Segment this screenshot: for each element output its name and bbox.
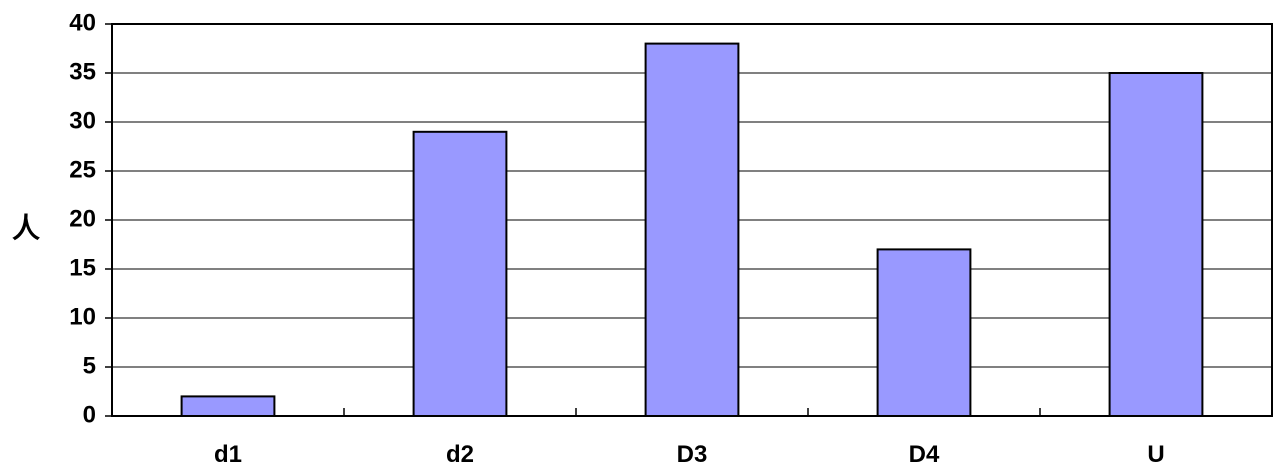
y-tick-label: 15 [69, 254, 96, 281]
y-tick-label: 10 [69, 303, 96, 330]
y-tick-labels: 0 5 10 15 20 25 30 35 40 [69, 9, 96, 428]
y-axis-title: 人 [12, 212, 40, 243]
x-category-labels: d1 d2 D3 D4 U [214, 441, 1165, 468]
bar-d1 [180, 395, 276, 417]
x-category-label: d2 [446, 441, 474, 468]
x-category-label: D3 [677, 441, 708, 468]
x-category-label: U [1147, 441, 1164, 468]
y-tick-label: 5 [83, 352, 96, 379]
bar-d2 [412, 130, 508, 418]
bars [180, 42, 1204, 418]
y-tick-label: 20 [69, 205, 96, 232]
ticks [105, 23, 1041, 417]
bar-D3 [644, 42, 740, 417]
y-tick-label: 0 [83, 401, 96, 428]
y-tick-label: 35 [69, 58, 96, 85]
bar-D4 [876, 248, 972, 417]
y-tick-label: 30 [69, 107, 96, 134]
y-tick-label: 40 [69, 9, 96, 36]
x-category-label: D4 [909, 441, 940, 468]
bar-U [1108, 72, 1204, 417]
y-tick-label: 25 [69, 156, 96, 183]
x-category-label: d1 [214, 441, 242, 468]
